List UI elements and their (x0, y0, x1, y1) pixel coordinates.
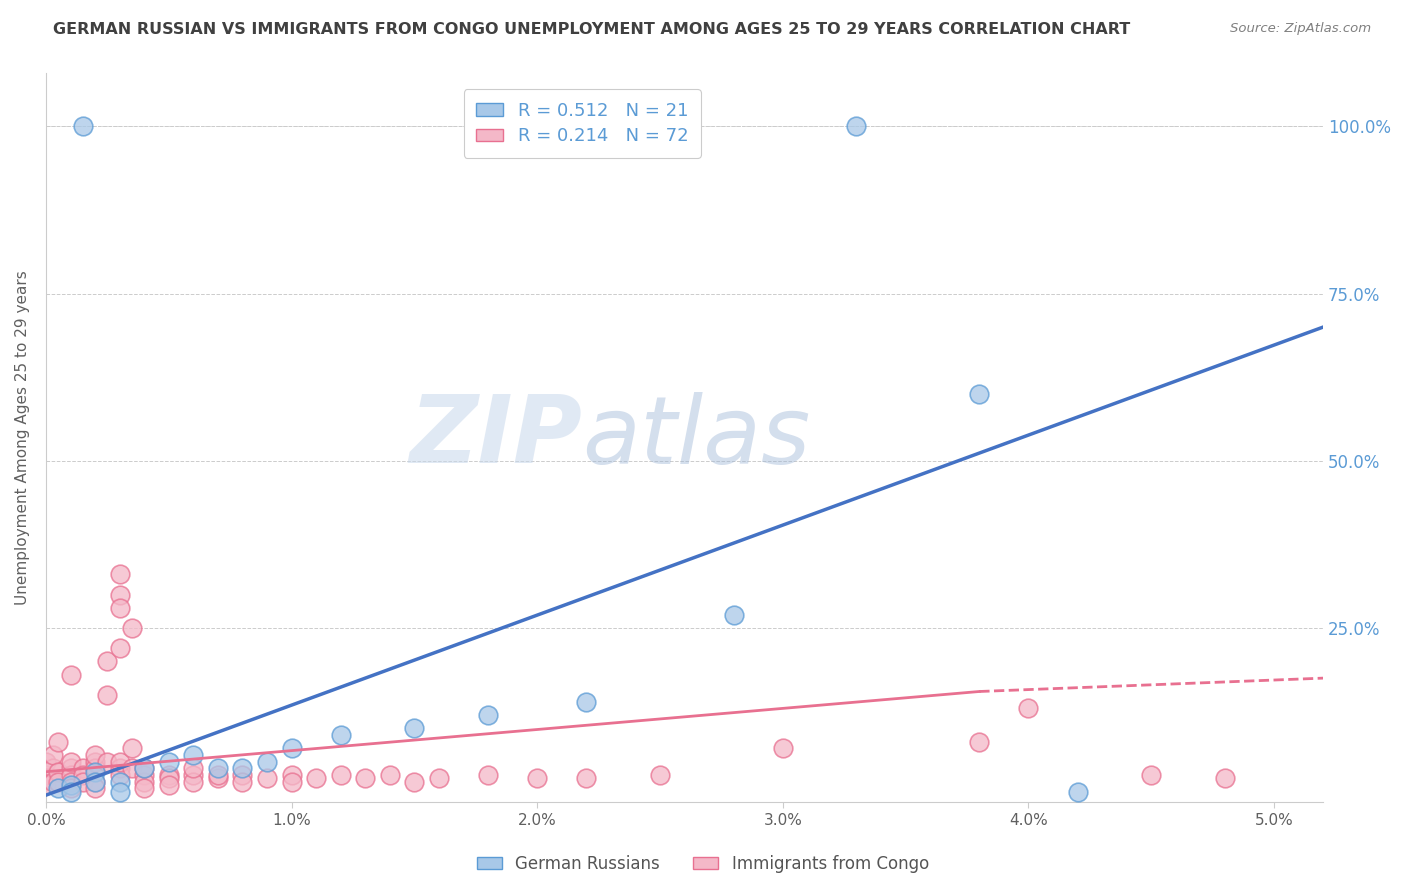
Point (121, 761, 143, 775)
Point (134, 768, 156, 782)
Point (1140, 768, 1163, 782)
Point (59, 774, 82, 789)
Point (108, 785, 131, 799)
Point (575, 772, 598, 786)
Point (46, 781, 69, 796)
Point (305, 772, 328, 786)
Point (108, 640, 131, 655)
Point (280, 768, 302, 782)
Point (526, 772, 548, 786)
Point (1066, 785, 1088, 799)
Point (59, 768, 82, 782)
Point (231, 774, 253, 789)
Point (108, 755, 131, 769)
Point (72, 120, 94, 134)
Point (329, 728, 352, 742)
Point (84, 747, 107, 762)
Point (157, 772, 180, 786)
Point (134, 761, 156, 775)
Point (280, 741, 302, 756)
Point (42, 761, 65, 775)
Point (157, 778, 180, 792)
Point (845, 120, 868, 134)
Point (84, 761, 107, 775)
Point (969, 387, 991, 401)
Point (72, 768, 94, 782)
Point (46, 734, 69, 748)
Point (231, 768, 253, 782)
Point (59, 778, 82, 792)
Point (1213, 772, 1236, 786)
Point (183, 774, 205, 789)
Point (256, 772, 278, 786)
Point (121, 741, 143, 756)
Point (157, 755, 180, 769)
Point (280, 774, 302, 789)
Point (108, 774, 131, 789)
Point (477, 768, 499, 782)
Point (42, 747, 65, 762)
Point (207, 761, 229, 775)
Point (183, 761, 205, 775)
Point (35, 772, 58, 786)
Text: Source: ZipAtlas.com: Source: ZipAtlas.com (1230, 22, 1371, 36)
Text: atlas: atlas (582, 392, 811, 483)
Point (404, 774, 426, 789)
Point (648, 768, 671, 782)
Y-axis label: Unemployment Among Ages 25 to 29 years: Unemployment Among Ages 25 to 29 years (15, 270, 30, 605)
Point (96, 688, 118, 702)
Point (772, 741, 794, 756)
Legend: R = 0.512   N = 21, R = 0.214   N = 72: R = 0.512 N = 21, R = 0.214 N = 72 (464, 89, 702, 158)
Point (96, 755, 118, 769)
Point (46, 774, 69, 789)
Point (84, 774, 107, 789)
Point (35, 755, 58, 769)
Point (108, 601, 131, 615)
Point (256, 755, 278, 769)
Point (354, 772, 377, 786)
Point (231, 761, 253, 775)
Point (121, 621, 143, 635)
Legend: German Russians, Immigrants from Congo: German Russians, Immigrants from Congo (471, 848, 935, 880)
Point (134, 761, 156, 775)
Text: GERMAN RUSSIAN VS IMMIGRANTS FROM CONGO UNEMPLOYMENT AMONG AGES 25 TO 29 YEARS C: GERMAN RUSSIAN VS IMMIGRANTS FROM CONGO … (53, 22, 1130, 37)
Point (477, 707, 499, 722)
Point (723, 607, 745, 622)
Point (183, 768, 205, 782)
Point (108, 761, 131, 775)
Point (84, 774, 107, 789)
Point (108, 768, 131, 782)
Text: ZIP: ZIP (409, 392, 582, 483)
Point (157, 768, 180, 782)
Point (35, 768, 58, 782)
Point (134, 774, 156, 789)
Point (108, 567, 131, 582)
Point (575, 694, 598, 708)
Point (378, 768, 401, 782)
Point (59, 755, 82, 769)
Point (59, 781, 82, 796)
Point (72, 774, 94, 789)
Point (59, 785, 82, 799)
Point (35, 778, 58, 792)
Point (59, 667, 82, 681)
Point (134, 781, 156, 796)
Point (72, 761, 94, 775)
Point (329, 768, 352, 782)
Point (59, 761, 82, 775)
Point (183, 747, 205, 762)
Point (42, 774, 65, 789)
Point (207, 772, 229, 786)
Point (404, 721, 426, 735)
Point (96, 654, 118, 668)
Point (84, 755, 107, 769)
Point (108, 588, 131, 602)
Point (84, 764, 107, 779)
Point (84, 781, 107, 796)
Point (969, 734, 991, 748)
Point (427, 772, 450, 786)
Point (46, 764, 69, 779)
Point (207, 768, 229, 782)
Point (1017, 701, 1039, 715)
